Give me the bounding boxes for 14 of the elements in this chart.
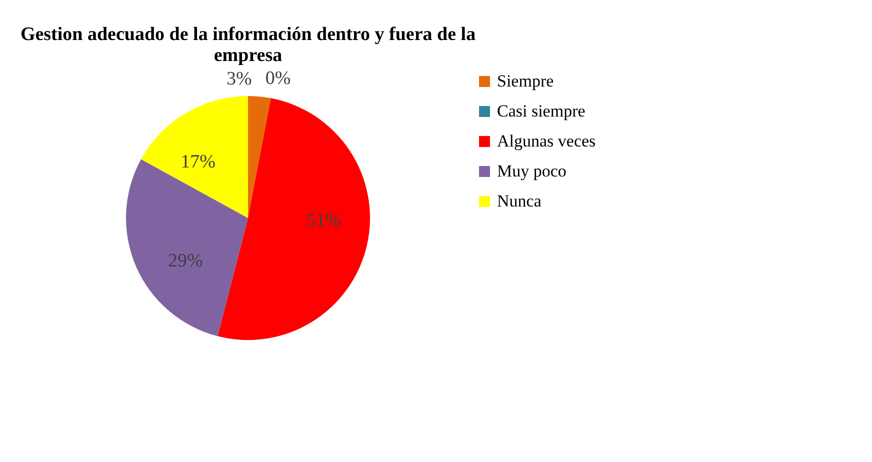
legend-label: Algunas veces [497, 132, 596, 150]
pie-slice [218, 98, 370, 340]
legend-label: Muy poco [497, 162, 566, 180]
pie-slice [248, 96, 271, 218]
legend-label: Siempre [497, 72, 554, 90]
legend-label: Casi siempre [497, 102, 586, 120]
data-label: 29% [168, 250, 204, 272]
data-label: 17% [180, 151, 216, 172]
text: 0% [265, 68, 291, 89]
data-label: 3% [226, 68, 252, 90]
legend-label: Nunca [497, 192, 542, 210]
chart-title: Gestion adecuado de la información dentro y fuera de la empresa [20, 24, 476, 66]
pie-slice [141, 96, 248, 218]
data-label: 51% [306, 210, 342, 232]
